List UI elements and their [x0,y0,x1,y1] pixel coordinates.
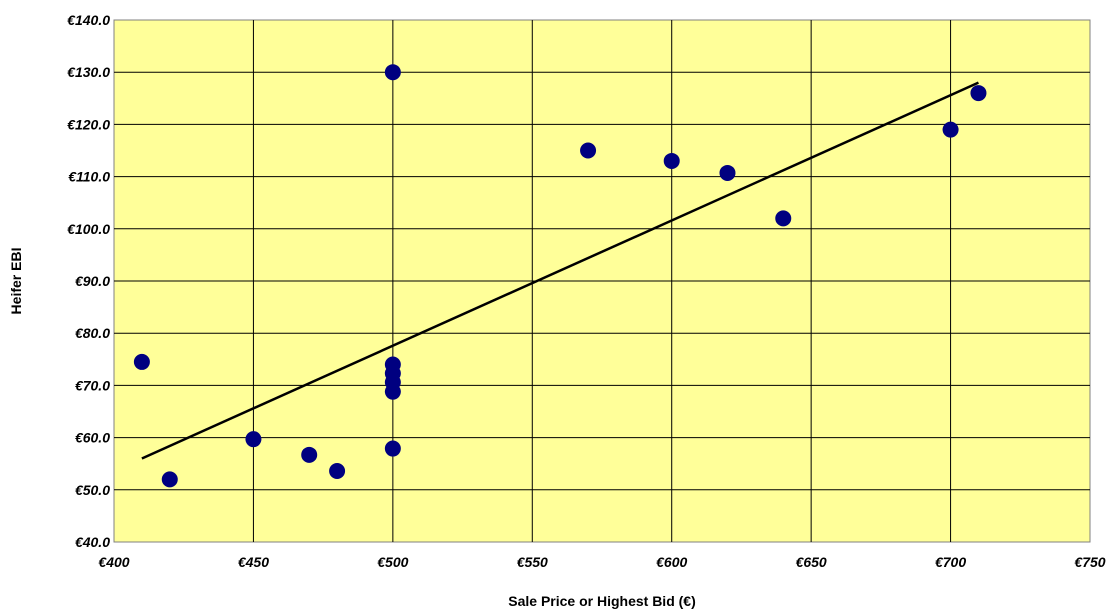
y-tick-label: €90.0 [75,273,110,289]
y-axis-ticks: €40.0 €50.0 €60.0 €70.0 €80.0 €90.0 €100.0 €110… [67,12,110,550]
y-tick-label: €70.0 [75,377,110,393]
x-tick-label: €600 [656,554,687,570]
x-tick-label: €650 [796,554,827,570]
data-point [161,471,178,488]
data-point [719,164,736,181]
data-point [329,463,346,480]
data-point [301,446,318,463]
x-tick-label: €700 [935,554,966,570]
x-axis-ticks: €400 €450 €500 €550 €600 €650 €700 €750 [98,554,1105,570]
x-tick-label: €450 [238,554,269,570]
y-tick-label: €130.0 [67,64,110,80]
data-point [384,383,401,400]
y-tick-label: €80.0 [75,325,110,341]
y-tick-label: €50.0 [75,482,110,498]
data-point [775,210,792,227]
data-point [970,85,987,102]
data-point [133,353,150,370]
x-tick-label: €400 [98,554,129,570]
y-tick-label: €60.0 [75,430,110,446]
x-tick-label: €550 [517,554,548,570]
trend-line [141,81,979,460]
data-point [384,440,401,457]
data-point [384,64,401,81]
y-axis-title: Heifer EBI [8,248,24,315]
x-tick-label: €750 [1074,554,1105,570]
x-axis-title: Sale Price or Highest Bid (€) [508,593,696,609]
data-point [580,142,597,159]
y-tick-label: €40.0 [75,534,110,550]
data-point [942,121,959,138]
y-tick-label: €140.0 [67,12,110,28]
data-point [663,152,680,169]
data-points [133,64,987,488]
y-tick-label: €110.0 [68,169,110,185]
y-tick-label: €120.0 [67,116,110,132]
x-tick-label: €500 [377,554,408,570]
data-point [245,431,262,448]
grid-lines [114,20,1090,542]
y-tick-label: €100.0 [67,221,110,237]
